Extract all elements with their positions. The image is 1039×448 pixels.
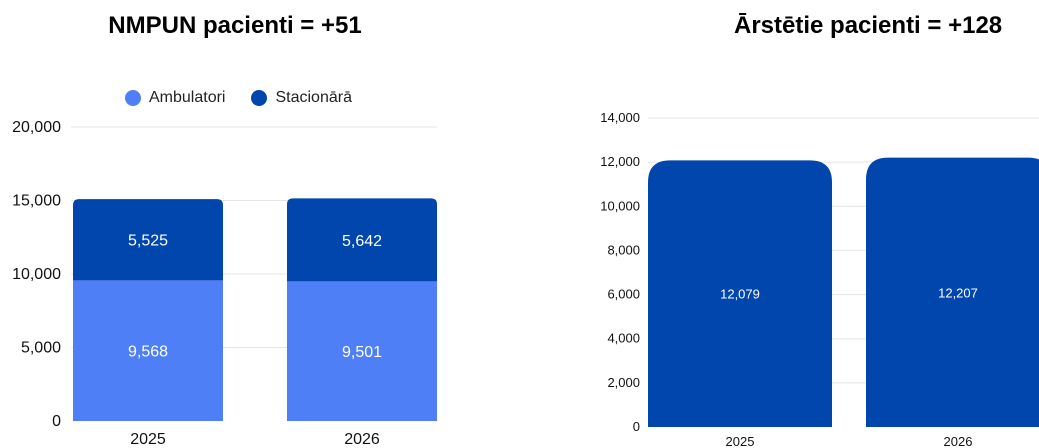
y-tick-label: 20,000 <box>12 119 61 136</box>
y-tick-label: 14,000 <box>600 110 640 125</box>
legend-item-stacionara: Stacionārā <box>251 89 352 107</box>
bar-value-label: 9,568 <box>128 344 168 361</box>
chart-panel-arstetie: Ārstētie pacienti = +128 0 2,000 4,000 6,00… <box>560 0 1039 448</box>
legend-item-ambulatori: Ambulatori <box>125 89 225 107</box>
bar-value-label: 9,501 <box>342 344 382 361</box>
chart-title: NMPUN pacienti = +51 <box>108 12 362 39</box>
y-tick-label: 10,000 <box>600 198 640 213</box>
bar <box>866 157 1039 427</box>
x-tick-label: 2025 <box>130 431 166 448</box>
x-tick-label: 2026 <box>944 434 973 448</box>
y-tick-label: 12,000 <box>600 154 640 169</box>
bar-segment <box>73 199 223 281</box>
y-tick-label: 10,000 <box>12 266 61 283</box>
bar-value-label: 5,525 <box>128 233 168 250</box>
y-tick-label: 0 <box>52 413 61 430</box>
y-tick-label: 5,000 <box>21 340 61 357</box>
y-tick-label: 4,000 <box>607 331 640 346</box>
legend-swatch-ambulatori <box>125 90 141 106</box>
chart-title: Ārstētie pacienti = +128 <box>734 12 1003 39</box>
y-tick-label: 0 <box>633 419 640 434</box>
legend-swatch-stacionara <box>251 90 268 106</box>
y-tick-label: 15,000 <box>12 193 61 210</box>
stacked-bar-chart: 0 5,000 10,000 15,000 20,000 9,568 5,525 2025 9,… <box>12 119 437 448</box>
y-tick-label: 8,000 <box>607 242 640 257</box>
bar-value-label: 5,642 <box>342 233 382 250</box>
bar <box>648 160 832 427</box>
bar-chart: 0 2,000 4,000 6,000 8,000 10,000 12,000 14,000 1… <box>600 110 1039 448</box>
y-tick-label: 6,000 <box>607 287 640 302</box>
bar-segment <box>73 280 223 421</box>
chart-panel-nmpun: NMPUN pacienti = +51 Ambulatori Stacionā… <box>0 0 470 448</box>
bar-segment <box>287 198 437 282</box>
bar-value-label: 12,079 <box>720 287 760 302</box>
legend-label-ambulatori: Ambulatori <box>149 89 226 106</box>
chart-legend: Ambulatori Stacionārā <box>125 89 352 107</box>
x-tick-label: 2026 <box>344 431 380 448</box>
bar-value-label: 12,207 <box>938 285 978 300</box>
legend-label-stacionara: Stacionārā <box>275 89 352 106</box>
x-tick-label: 2025 <box>726 434 755 448</box>
bar-segment <box>287 281 437 421</box>
y-tick-label: 2,000 <box>607 375 640 390</box>
